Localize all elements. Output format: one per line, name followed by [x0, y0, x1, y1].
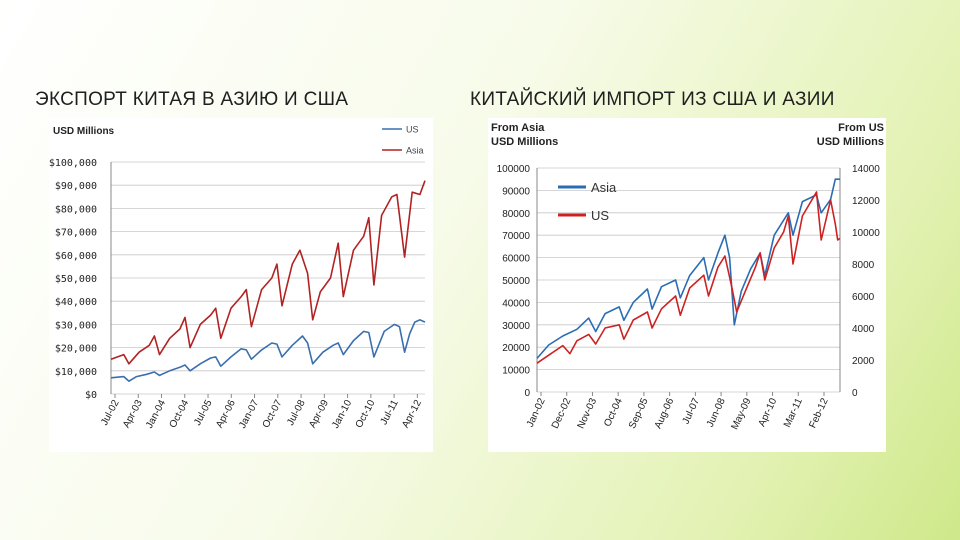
- x-tick-label: Sep-05: [627, 396, 651, 430]
- y-tick-label: $80,000: [55, 204, 97, 215]
- x-tick-label: Oct-10: [354, 398, 378, 430]
- y-right-tick-label: 6000: [852, 292, 875, 303]
- y-left-tick-label: 20000: [502, 343, 530, 354]
- y-right-tick-label: 0: [852, 388, 858, 399]
- y-right-tick-label: 12000: [852, 196, 880, 207]
- x-tick-label: Apr-06: [214, 398, 238, 430]
- y-left-tick-label: 10000: [502, 366, 530, 377]
- x-tick-label: Feb-12: [807, 396, 831, 430]
- legend-label-us: US: [406, 125, 419, 135]
- series-line-asia: [536, 178, 840, 359]
- right-axis-title-line: From US: [838, 122, 884, 134]
- y-left-tick-label: 90000: [502, 186, 530, 197]
- y-left-tick-label: 50000: [502, 276, 530, 287]
- y-tick-label: $70,000: [55, 228, 97, 239]
- series-line-us: [110, 319, 426, 382]
- x-tick-label: Jan-07: [237, 398, 261, 431]
- left-axis-title-line: From Asia: [491, 122, 545, 134]
- legend-label-asia: Asia: [591, 180, 617, 195]
- y-left-tick-label: 80000: [502, 209, 530, 220]
- x-tick-label: Oct-04: [602, 396, 625, 428]
- y-tick-label: $100,000: [49, 158, 97, 169]
- chart-left-svg: USD Millions $0 $10,000 $20,000 $30,000 $40,0…: [49, 125, 426, 431]
- x-tick-label: Jul-05: [192, 398, 215, 428]
- y-tick-label: $90,000: [55, 181, 97, 192]
- right-axis-title-line: USD Millions: [817, 136, 884, 148]
- y-left-tick-label: 30000: [502, 321, 530, 332]
- x-tick-label: Nov-03: [576, 396, 600, 430]
- y-right-tick-label: 8000: [852, 260, 875, 271]
- x-tick-label: Oct-04: [168, 398, 192, 430]
- x-tick-label: Apr-10: [757, 396, 780, 428]
- left-axis-title-line: USD Millions: [491, 136, 558, 148]
- y-tick-label: $40,000: [55, 297, 97, 308]
- y-tick-label: $50,000: [55, 274, 97, 285]
- x-tick-label: Jan-10: [330, 398, 354, 431]
- y-tick-label: $20,000: [55, 344, 97, 355]
- y-tick-label: $0: [85, 390, 97, 401]
- legend-label-asia: Asia: [406, 146, 424, 156]
- y-tick-label: $60,000: [55, 251, 97, 262]
- y-left-tick-label: 0: [524, 388, 530, 399]
- y-left-tick-label: 40000: [502, 298, 530, 309]
- x-tick-label: Apr-03: [121, 398, 145, 430]
- x-tick-label: Jan-04: [144, 398, 168, 431]
- chart-china-exports: USD Millions $0 $10,000 $20,000 $30,000 $40,0…: [49, 118, 433, 452]
- y-tick-label: $10,000: [55, 367, 97, 378]
- slide-title-left: ЭКСПОРТ КИТАЯ В АЗИЮ И США: [35, 88, 349, 110]
- x-tick-label: Apr-09: [307, 398, 331, 430]
- y-left-tick-label: 60000: [502, 254, 530, 265]
- x-tick-label: Jul-08: [285, 398, 308, 428]
- chart-china-imports: From Asia USD Millions From US USD Millions…: [488, 118, 886, 452]
- x-tick-label: Jul-02: [99, 398, 122, 428]
- y-left-tick-label: 70000: [502, 231, 530, 242]
- chart-left-title: USD Millions: [53, 126, 115, 137]
- y-right-tick-label: 2000: [852, 356, 875, 367]
- chart-right-svg: From Asia USD Millions From US USD Millions…: [491, 122, 884, 432]
- y-right-tick-label: 10000: [852, 228, 880, 239]
- legend-label-us: US: [591, 208, 609, 223]
- y-right-tick-label: 4000: [852, 324, 875, 335]
- series-line-us: [536, 191, 841, 364]
- y-tick-label: $30,000: [55, 320, 97, 331]
- x-tick-label: Jun-08: [705, 396, 728, 429]
- x-tick-label: Oct-07: [261, 398, 285, 430]
- y-right-tick-label: 14000: [852, 164, 880, 175]
- y-left-tick-label: 100000: [497, 164, 531, 175]
- x-tick-label: Mar-11: [782, 396, 805, 429]
- x-tick-label: Jul-11: [379, 398, 401, 427]
- x-tick-label: Dec-02: [550, 396, 574, 430]
- x-tick-label: Apr-12: [400, 398, 424, 430]
- slide-title-right: КИТАЙСКИЙ ИМПОРТ ИЗ США И АЗИИ: [470, 88, 835, 110]
- x-tick-label: Aug-06: [653, 396, 677, 430]
- x-tick-label: Jul-07: [681, 396, 703, 426]
- x-tick-label: Jan-02: [525, 396, 548, 429]
- series-line-asia: [110, 180, 426, 365]
- x-tick-label: May-09: [729, 396, 753, 431]
